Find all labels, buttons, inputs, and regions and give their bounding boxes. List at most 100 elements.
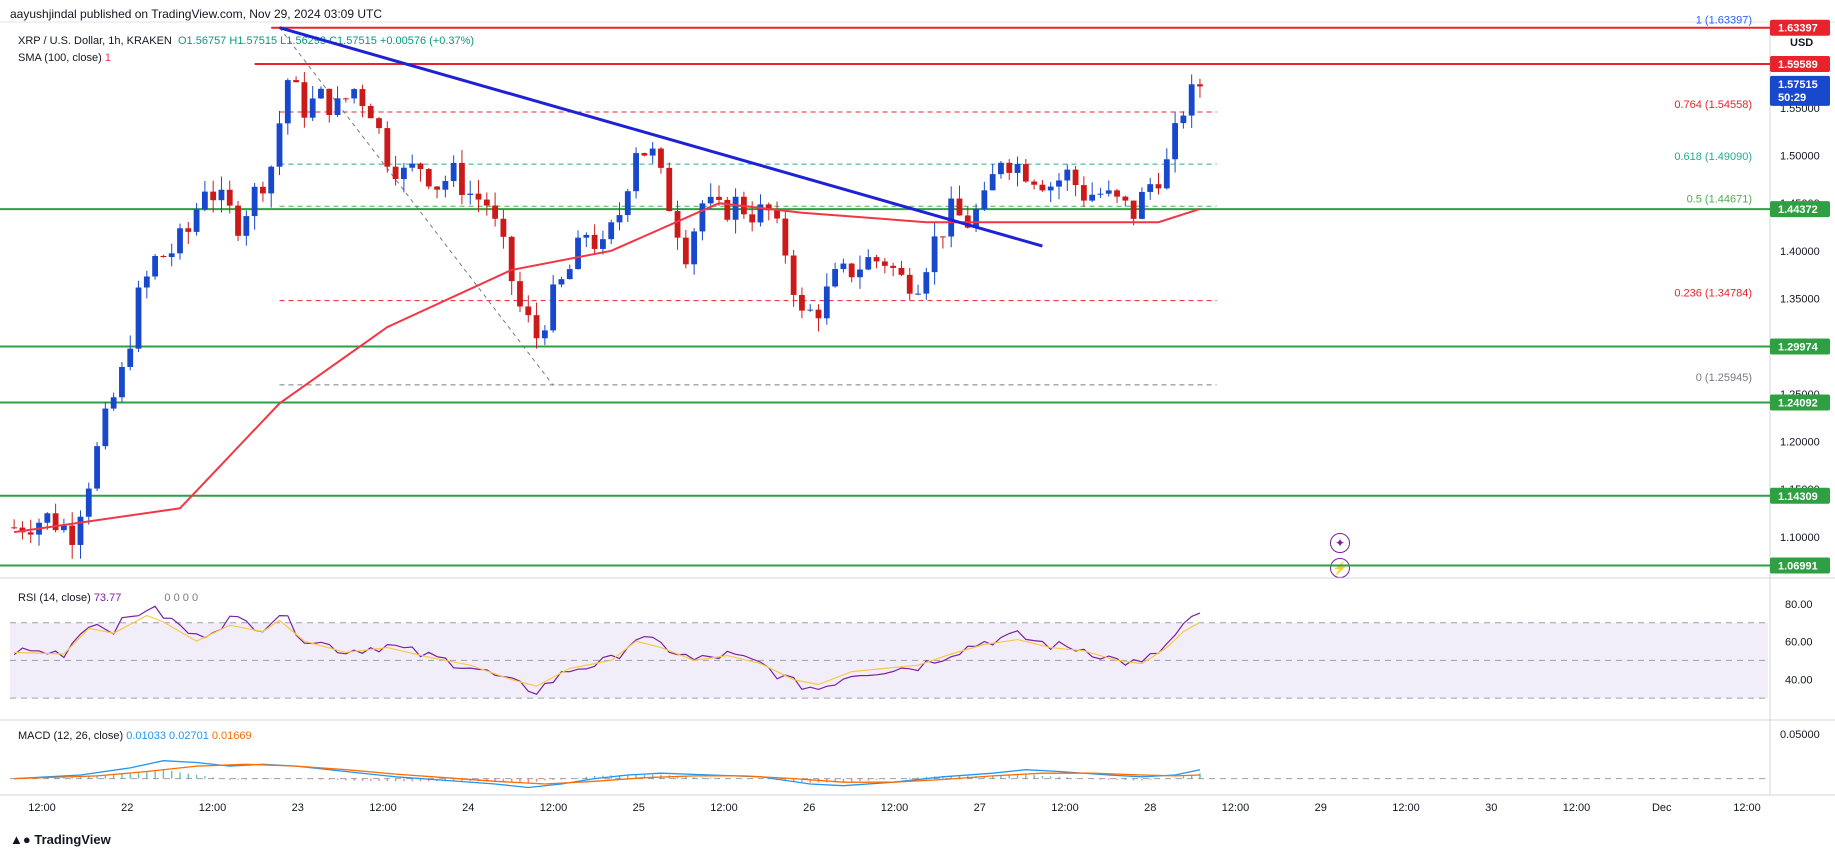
rsi-value: 73.77: [93, 592, 122, 604]
candle-body: [848, 263, 855, 278]
candle-body: [666, 167, 673, 212]
rsi-extra: 0: [182, 592, 189, 604]
time-tick-label: 12:00: [1051, 802, 1079, 814]
sma-legend[interactable]: SMA (100, close) 1: [18, 52, 111, 64]
currency-label[interactable]: USD: [1790, 37, 1814, 49]
macd-signal-value: 0.02701: [169, 730, 209, 742]
candle-body: [558, 279, 565, 285]
candle-body: [44, 513, 51, 523]
macd-signal-line: [14, 763, 1201, 785]
tradingview-logo-icon: ▲●: [10, 832, 31, 847]
candle-body: [434, 186, 440, 190]
ohlc-high: H1.57515: [229, 35, 278, 47]
price-tick-label: 1.35000: [1780, 294, 1820, 306]
ohlc-change: +0.00576 (+0.37%): [379, 35, 475, 47]
candle-body: [973, 208, 979, 228]
candle-body: [185, 228, 192, 232]
candle-body: [268, 166, 275, 194]
rsi-legend[interactable]: RSI (14, close) 73.77 0 0 0 0: [18, 592, 198, 604]
candle-body: [956, 198, 963, 216]
candle-body: [376, 118, 382, 129]
candle-body: [915, 293, 921, 295]
time-tick-label: 12:00: [199, 802, 227, 814]
candle-body: [251, 186, 258, 217]
time-tick-label: 29: [1315, 802, 1327, 814]
candle-body: [77, 516, 84, 545]
price-tag: [1770, 557, 1830, 574]
candle-body: [69, 525, 76, 545]
macd-legend[interactable]: MACD (12, 26, close) 0.01033 0.02701 0.0…: [18, 730, 252, 742]
candle-body: [1114, 190, 1120, 197]
candle-body: [1056, 180, 1062, 187]
candle-body: [152, 255, 159, 277]
candle-body: [168, 253, 175, 258]
candle-body: [301, 82, 308, 118]
candle-body: [1022, 164, 1029, 182]
candle-body: [732, 196, 739, 220]
price-tag-label: 1.59589: [1778, 59, 1818, 71]
price-tag-label: 1.14309: [1778, 491, 1818, 503]
time-tick-label: 12:00: [1733, 802, 1761, 814]
candle-body: [948, 198, 955, 237]
candle-body: [608, 222, 615, 240]
sma-label: SMA (100, close): [18, 52, 102, 64]
candle-body: [600, 239, 606, 249]
candle-body: [591, 234, 598, 249]
tradingview-logo[interactable]: ▲● TradingView: [10, 832, 111, 847]
candle-body: [127, 348, 134, 367]
price-tick-label: 1.50000: [1780, 150, 1820, 162]
countdown-label: 50:29: [1778, 92, 1806, 104]
candle-body: [525, 306, 532, 316]
candle-body: [392, 166, 399, 180]
candle-body: [881, 261, 888, 266]
candle-body: [177, 228, 183, 254]
time-tick-label: 30: [1485, 802, 1497, 814]
candle-body: [1122, 196, 1129, 201]
candle-body: [757, 204, 764, 223]
candle-body: [367, 105, 374, 119]
time-tick-label: 12:00: [1563, 802, 1591, 814]
price-tag: [1770, 487, 1830, 504]
candle-body: [1039, 184, 1046, 191]
sma-line: [13, 202, 1201, 534]
time-tick-label: 12:00: [1222, 802, 1250, 814]
candle-body: [210, 191, 217, 201]
macd-tick-label: 0.05000: [1780, 729, 1820, 741]
candle-body: [276, 123, 283, 167]
candle-body: [459, 162, 465, 195]
candle-body: [193, 209, 200, 232]
ohlc-open: O1.56757: [177, 35, 227, 47]
price-tag: [1770, 394, 1830, 411]
candle-body: [201, 191, 208, 210]
price-tag: [1770, 19, 1830, 36]
candle-body: [442, 181, 449, 190]
candle-body: [417, 163, 424, 170]
time-tick-label: 12:00: [369, 802, 397, 814]
fib-level-label: 0.5 (1.44671): [1687, 193, 1752, 205]
candle-body: [260, 186, 266, 194]
candle-body: [774, 210, 780, 219]
candle-body: [931, 236, 938, 273]
rsi-extra: 0: [173, 592, 180, 604]
candle-body: [243, 216, 250, 236]
fib-diagonal: [279, 27, 554, 386]
candle-body: [326, 88, 333, 116]
candle-body: [293, 80, 299, 83]
candle-body: [699, 203, 706, 232]
candle-body: [658, 148, 664, 168]
macd-value: 0.01033: [126, 730, 166, 742]
drawing-tool-icon[interactable]: ✦: [1330, 533, 1350, 553]
candle-body: [1130, 200, 1137, 219]
candle-body: [52, 513, 59, 531]
candle-body: [633, 153, 639, 192]
price-tag-label: 1.24092: [1778, 398, 1818, 410]
candle-body: [674, 211, 681, 238]
candle-body: [1139, 191, 1145, 219]
candle-body: [815, 309, 822, 319]
candle-body: [450, 162, 457, 182]
fib-level-label: 1 (1.63397): [1696, 15, 1752, 27]
candle-body: [342, 98, 349, 100]
candle-body: [1064, 169, 1071, 181]
candle-body: [1006, 162, 1013, 173]
